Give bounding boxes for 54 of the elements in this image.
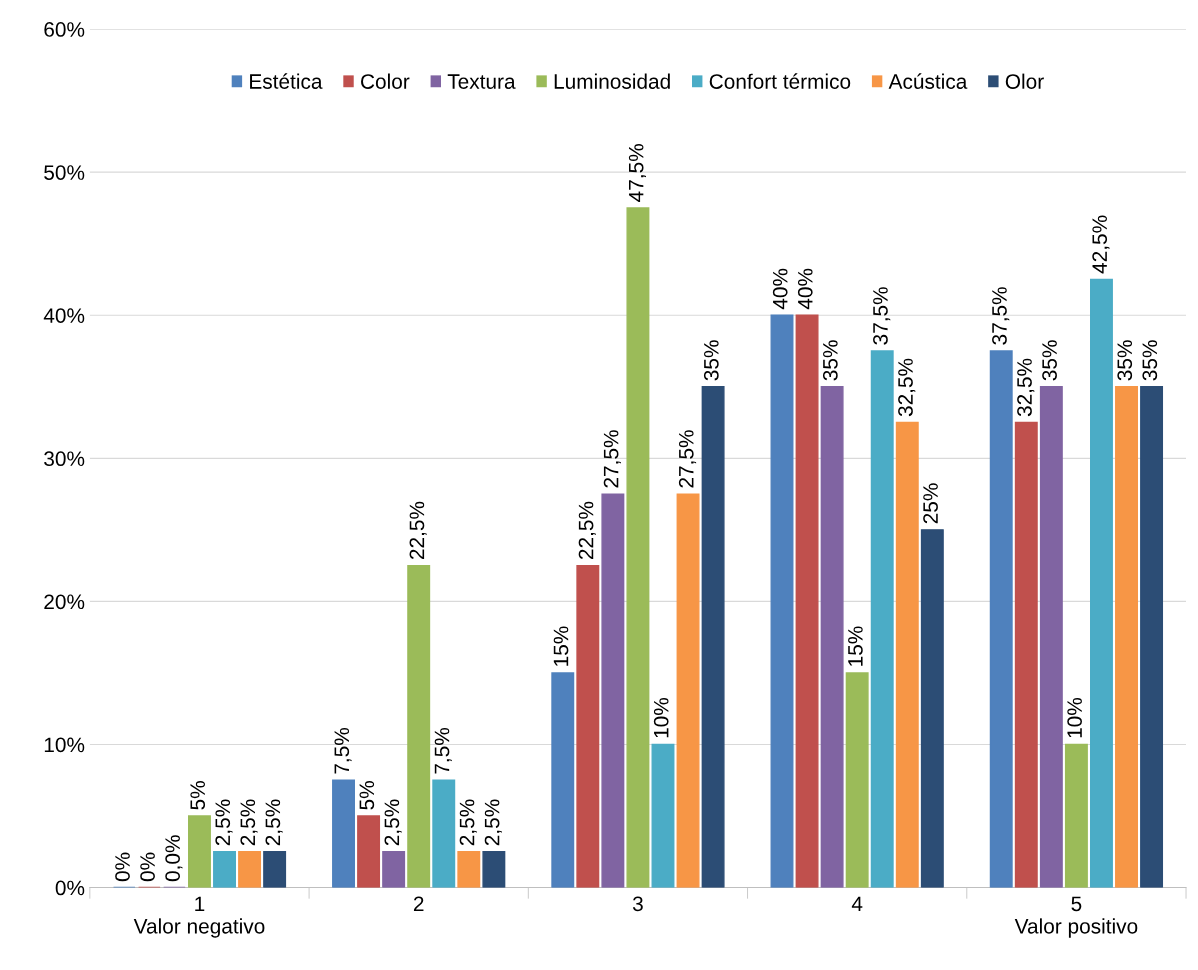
data-label: 2,5% [215,799,233,846]
y-tick-label: 60% [44,22,85,37]
legend-label: Textura [447,74,516,89]
data-label: 2,5% [384,799,402,846]
data-label: 42,5% [1092,215,1110,274]
data-label: 2,5% [265,799,283,846]
x-tick-label: 3 [632,896,643,912]
data-label: 40% [797,268,813,310]
legend-label: Olor [1005,73,1044,89]
x-tick-label: 4 [851,896,863,911]
data-label: 2,5% [459,799,477,846]
data-label: 5% [190,781,206,810]
data-label: 27,5% [603,430,621,488]
data-label: 32,5% [898,358,916,417]
x-tick-label: 2 [413,896,424,911]
data-label: 2,5% [240,799,258,846]
legend-label: Confort térmico [709,73,851,89]
data-label: 35% [1142,340,1158,381]
data-label: 22,5% [409,501,427,560]
data-label: 15% [553,626,569,666]
legend-label: Color [361,73,410,89]
y-tick-label: 40% [43,308,85,323]
x-tick-label: 5 Valor positivo [1014,896,1138,938]
legend-label: Acústica [888,73,968,89]
data-label: 35% [703,340,719,381]
data-label: 22,5% [578,501,596,560]
data-label: 10% [1067,697,1082,738]
x-tick-label: 1 Valor negativo [133,896,265,938]
y-tick-label: 20% [44,594,85,610]
data-label: 35% [822,340,838,381]
data-label: 35% [1117,340,1133,381]
y-tick-label: 30% [44,451,85,467]
data-label: 37,5% [992,287,1010,345]
y-tick-label: 10% [44,737,85,753]
data-label: 35% [1042,340,1057,381]
data-label: 0,0% [165,835,183,882]
data-label: 37,5% [873,287,891,345]
data-label: 15% [848,626,863,666]
data-label: 7,5% [434,727,452,774]
legend-label: Luminosidad [554,73,670,89]
y-tick-label: 50% [44,165,85,180]
data-label: 25% [923,483,938,524]
y-tick-label: 0% [55,880,85,896]
data-label: 10% [653,697,669,738]
data-label: 7,5% [334,727,352,774]
data-label: 47,5% [628,144,646,202]
data-label: 40% [772,268,788,310]
data-label: 32,5% [1017,358,1035,417]
data-label: 2,5% [484,799,502,846]
data-label: 27,5% [678,430,697,488]
data-label: 0% [140,852,155,882]
data-label: 5% [359,781,375,810]
data-label: 0% [115,852,130,882]
legend-label: Estética [250,73,323,89]
